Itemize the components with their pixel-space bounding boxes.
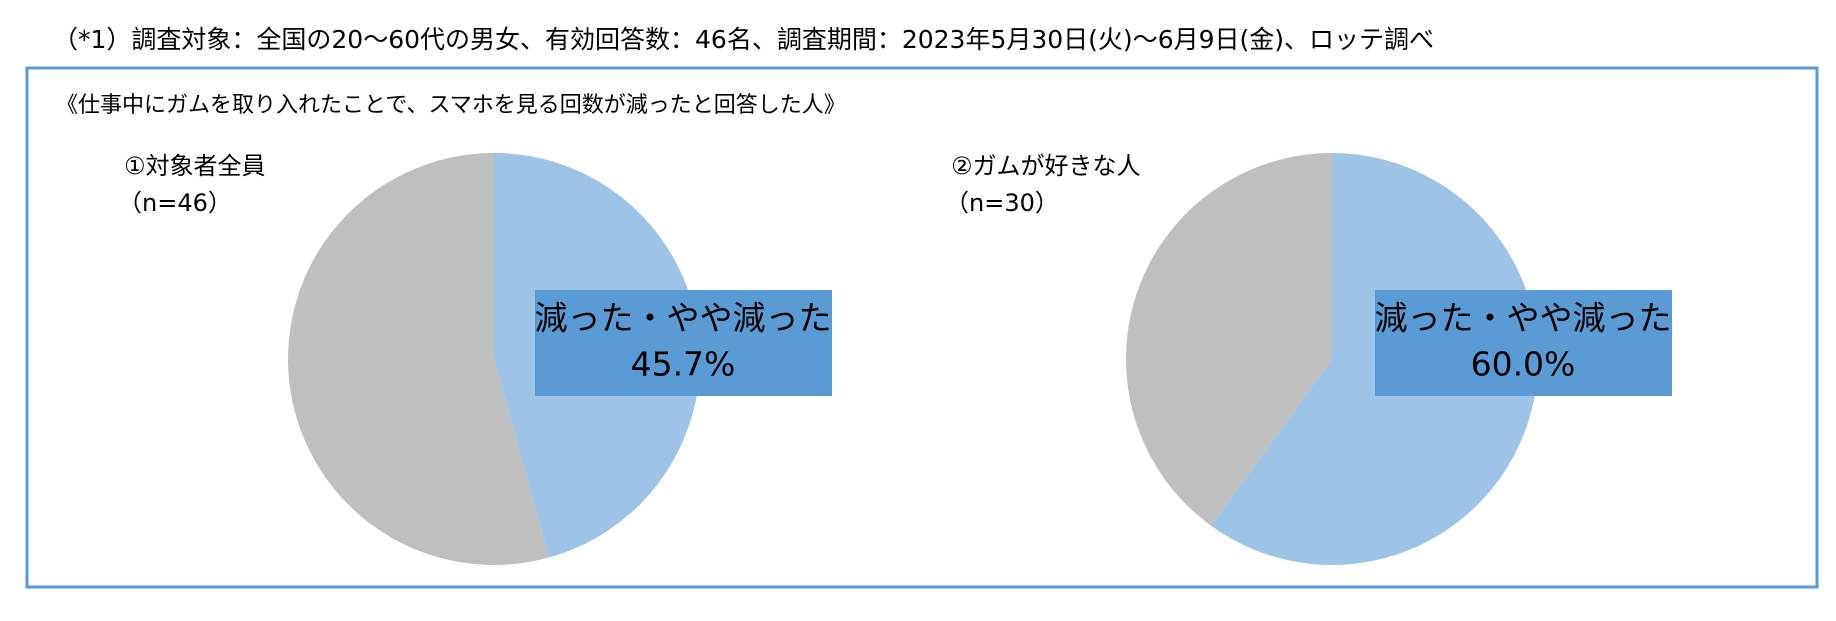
slice-label: 減った・やや減った (535, 299, 832, 338)
value-label: 45.7% (631, 345, 736, 384)
pie-title: ①対象者全員 (124, 152, 266, 180)
pie-subtitle: （n=46） (118, 189, 232, 217)
pie-slice (288, 153, 549, 565)
pie-slice (1126, 153, 1332, 526)
pie-title: ②ガムが好きな人 (951, 152, 1141, 180)
slice-label: 減った・やや減った (1375, 299, 1672, 338)
pie-slice (1210, 153, 1538, 565)
frame (25, 66, 1819, 589)
heading: 《仕事中にガムを取り入れたことで、スマホを見る回数が減ったと回答した人》 (56, 93, 846, 118)
label-box (1375, 290, 1672, 396)
note: （*1）調査対象：全国の20～60代の男女、有効回答数：46名、調査期間：202… (53, 25, 1434, 54)
pie-subtitle: （n=30） (945, 189, 1059, 217)
label-box (535, 290, 832, 396)
value-label: 60.0% (1471, 345, 1576, 384)
